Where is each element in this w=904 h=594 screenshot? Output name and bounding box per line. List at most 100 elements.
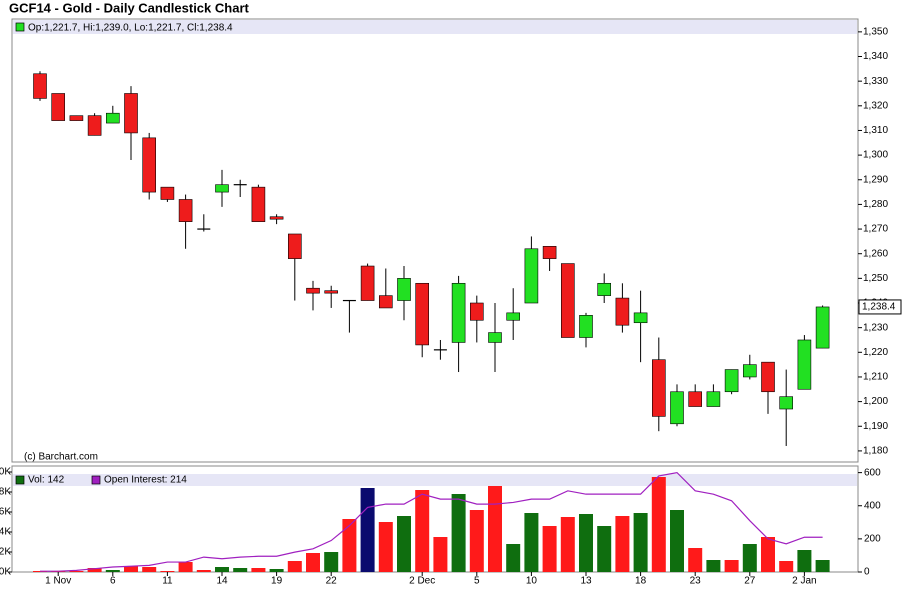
chart-title: GCF14 - Gold - Daily Candlestick Chart [9,0,249,15]
candle-body [142,137,156,193]
volume-bar [597,526,612,572]
y-tick-label: 1,280 [863,199,888,210]
volume-bar [706,560,721,572]
candle-body [106,112,120,124]
candle-body [488,332,502,343]
legend-swatch [15,475,25,485]
y-tick-label: 1,250 [863,273,888,284]
x-tick-label: 1 Nov [45,576,71,587]
legend-label: Vol: 142 [28,475,65,486]
price-header [13,20,857,34]
volume-bar [488,486,502,572]
volume-bar [378,522,393,572]
y-tick-label: 4K [0,527,11,538]
candle-body [815,306,830,349]
candle-body [451,282,466,343]
x-tick-label: 27 [744,576,756,587]
volume-bar [524,513,539,572]
candle-body [706,391,721,407]
volume-bar [742,544,757,572]
candle-body [779,396,794,410]
candle-body [415,282,430,346]
y-tick-label: 1,260 [863,248,888,259]
y-tick-label: 6K [0,507,11,518]
y-tick-label: 1,180 [863,446,888,457]
candle-body [360,265,375,301]
volume-bar [761,537,775,572]
volume-bar [469,510,484,572]
volume-bar [633,513,648,572]
candle-body [633,312,648,324]
y-tick-label: 1,300 [863,150,888,161]
volume-bar [269,569,284,572]
candle-body [397,278,411,301]
x-tick-label: 2 Dec [409,576,435,587]
volume-bar [287,561,302,572]
volume-bar [196,570,211,572]
candle-body [579,315,593,338]
volume-bar [615,516,630,572]
candle-body [542,246,557,259]
volume-bar [360,488,375,572]
candle-body [742,364,757,378]
candle-body [761,361,775,393]
candle-body [215,184,229,193]
candle-body [615,297,630,326]
volume-bar [579,514,593,572]
y-tick-label: 1,210 [863,372,888,383]
candle-body [797,339,812,390]
candle-body [160,186,175,200]
candle-body [251,186,266,222]
volume-bar [105,570,120,572]
y-tick-label: 1,350 [863,27,888,38]
volume-bar [233,568,248,572]
volume-bar [251,568,266,572]
x-tick-label: 2 Jan [792,576,816,587]
candle-body [51,93,66,121]
y-tick-label: 10K [0,467,11,478]
volume-bar [670,510,684,572]
y-tick-label: 1,310 [863,125,888,136]
volume-header [13,474,857,486]
y-tick-label: 1,220 [863,347,888,358]
x-tick-label: 5 [474,576,480,587]
x-tick-label: 6 [110,576,116,587]
y-tick-label: 8K [0,487,11,498]
price-legend: Op:1,221.7, Hi:1,239.0, Lo:1,221.7, Cl:1… [28,23,233,34]
candle-body [124,93,138,134]
candle-body [306,287,320,294]
volume-bar [178,562,193,572]
volume-bar [306,553,320,572]
volume-bar [397,516,411,572]
candle-body [324,290,339,294]
y2-tick-label: 400 [864,500,881,511]
x-tick-label: 13 [580,576,592,587]
volume-bar [124,566,138,572]
x-tick-label: 22 [326,576,338,587]
candle-body [287,233,302,259]
volume-bar [651,477,666,572]
legend-swatch [15,22,25,32]
candle-body [560,263,575,338]
candle-body [269,216,284,220]
volume-bar [87,568,102,572]
y-tick-label: 1,290 [863,174,888,185]
volume-bar [324,552,339,572]
last-price-box [858,299,902,315]
volume-bar [560,517,575,572]
volume-bar [506,544,521,572]
candle-body [87,115,102,136]
candle-body [670,391,684,425]
y-tick-label: 1,230 [863,322,888,333]
candle-body [524,248,539,304]
y-tick-label: 1,270 [863,224,888,235]
y-tick-label: 1,320 [863,100,888,111]
y-tick-label: 1,190 [863,421,888,432]
y-tick-label: 1,340 [863,51,888,62]
candle-body [178,199,193,222]
open-interest-line [40,471,823,572]
x-tick-label: 10 [526,576,538,587]
x-tick-label: 11 [162,576,173,587]
y2-tick-label: 0 [864,567,870,578]
